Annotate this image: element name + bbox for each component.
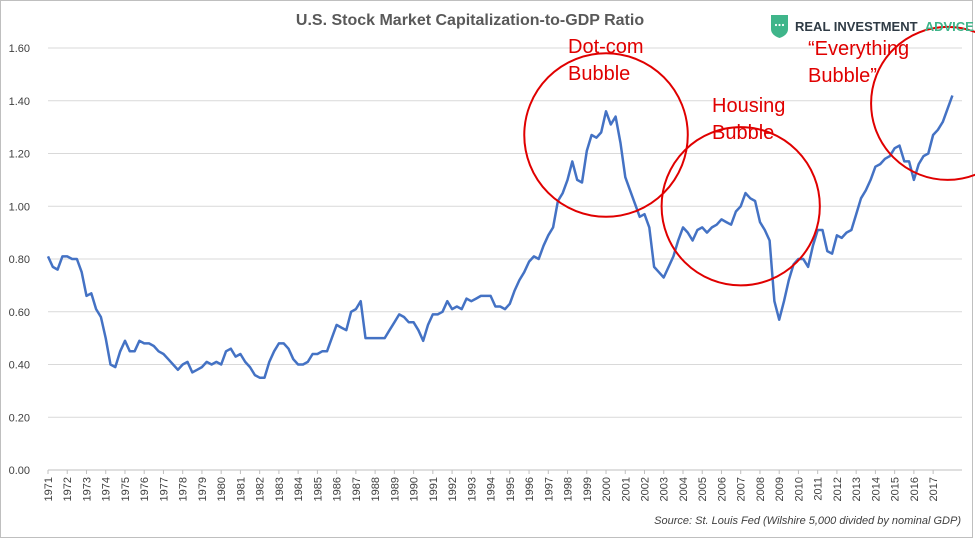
x-tick-label: 1983	[274, 477, 286, 501]
x-tick-label: 1986	[332, 477, 344, 501]
x-tick-label: 2001	[620, 477, 632, 501]
x-tick-label: 1996	[524, 477, 536, 501]
x-tick-label: 1976	[139, 477, 151, 501]
x-tick-label: 1979	[197, 477, 209, 501]
x-tick-label: 1975	[120, 477, 132, 501]
x-tick-label: 2005	[697, 477, 709, 501]
x-tick-label: 1992	[447, 477, 459, 501]
x-tick-label: 2016	[909, 477, 921, 501]
x-tick-label: 2010	[793, 477, 805, 501]
x-tick-label: 1999	[582, 477, 594, 501]
x-tick-label: 2008	[755, 477, 767, 501]
y-tick-label: 1.40	[9, 96, 30, 108]
source-note: Source: St. Louis Fed (Wilshire 5,000 di…	[654, 515, 961, 527]
gridlines	[48, 47, 962, 471]
annotation-label: Dot-com	[568, 36, 644, 58]
x-tick-label: 1995	[505, 477, 517, 501]
brand-name: REAL INVESTMENT	[795, 19, 918, 34]
x-tick-label: 2012	[832, 477, 844, 501]
y-axis: 0.00 0.20 0.40 0.60 0.80 1.00 1.20 1.40 1.60	[9, 43, 30, 477]
annotation-label: Bubble	[568, 63, 630, 85]
y-tick-label: 0.60	[9, 307, 30, 319]
x-tick-label: 2014	[870, 477, 882, 501]
y-tick-label: 0.20	[9, 412, 30, 424]
y-tick-label: 0.80	[9, 254, 30, 266]
x-tick-label: 1980	[216, 477, 228, 501]
x-tick-label: 1973	[81, 477, 93, 501]
annotations: Dot-com Bubble Housing Bubble “Everything Bub…	[523, 25, 975, 287]
x-tick-label: 2017	[928, 477, 940, 501]
y-tick-label: 1.60	[9, 43, 30, 55]
x-tick-label: 1997	[543, 477, 555, 501]
x-tick-label: 2015	[890, 477, 902, 501]
x-axis: 1971 1972 1973 1974 1975 1976 1977 1978 1979 1980…	[43, 470, 940, 501]
y-tick-label: 1.20	[9, 149, 30, 161]
y-tick-label: 1.00	[9, 201, 30, 213]
x-tick-label: 2002	[640, 477, 652, 501]
x-tick-label: 1987	[351, 477, 363, 501]
x-tick-label: 1978	[178, 477, 190, 501]
x-tick-label: 2009	[774, 477, 786, 501]
x-tick-label: 2011	[813, 477, 825, 501]
x-tick-label: 1993	[466, 477, 478, 501]
bubble-circle	[660, 126, 821, 287]
x-tick-label: 2007	[736, 477, 748, 501]
x-tick-label: 1984	[293, 477, 305, 501]
annotation-label: “Everything	[808, 38, 909, 60]
bubble-circle	[870, 25, 975, 181]
x-tick-label: 1991	[428, 477, 440, 501]
x-tick-label: 1990	[409, 477, 421, 501]
series-line	[46, 95, 954, 379]
y-tick-label: 0.40	[9, 360, 30, 372]
x-tick-label: 2013	[851, 477, 863, 501]
shield-icon	[771, 15, 788, 38]
x-tick-label: 1974	[101, 477, 113, 501]
x-tick-label: 2004	[678, 477, 690, 501]
brand-name-accent: ADVICE	[925, 19, 974, 34]
x-tick-label: 1989	[389, 477, 401, 501]
x-tick-label: 2003	[659, 477, 671, 501]
x-tick-label: 1981	[235, 477, 247, 501]
x-tick-label: 1988	[370, 477, 382, 501]
chart-title: U.S. Stock Market Capitalization-to-GDP …	[296, 12, 644, 29]
bubble-circle	[523, 52, 689, 218]
brand-logo: REAL INVESTMENT ADVICE	[771, 15, 974, 38]
annotation-label: Bubble	[712, 122, 774, 144]
y-tick-label: 0.00	[9, 465, 30, 477]
x-tick-label: 2006	[716, 477, 728, 501]
annotation-label: Housing	[712, 95, 785, 117]
x-tick-label: 2000	[601, 477, 613, 501]
x-tick-label: 1977	[158, 477, 170, 501]
x-tick-label: 1982	[255, 477, 267, 501]
x-tick-label: 1998	[563, 477, 575, 501]
x-tick-label: 1994	[486, 477, 498, 501]
svg-text:REAL INVESTMENT ADVICE: REAL INVESTMENT ADVICE	[795, 19, 974, 34]
annotation-label: Bubble”	[808, 65, 877, 87]
x-tick-label: 1972	[62, 477, 74, 501]
x-tick-label: 1985	[312, 477, 324, 501]
x-tick-label: 1971	[43, 477, 55, 501]
